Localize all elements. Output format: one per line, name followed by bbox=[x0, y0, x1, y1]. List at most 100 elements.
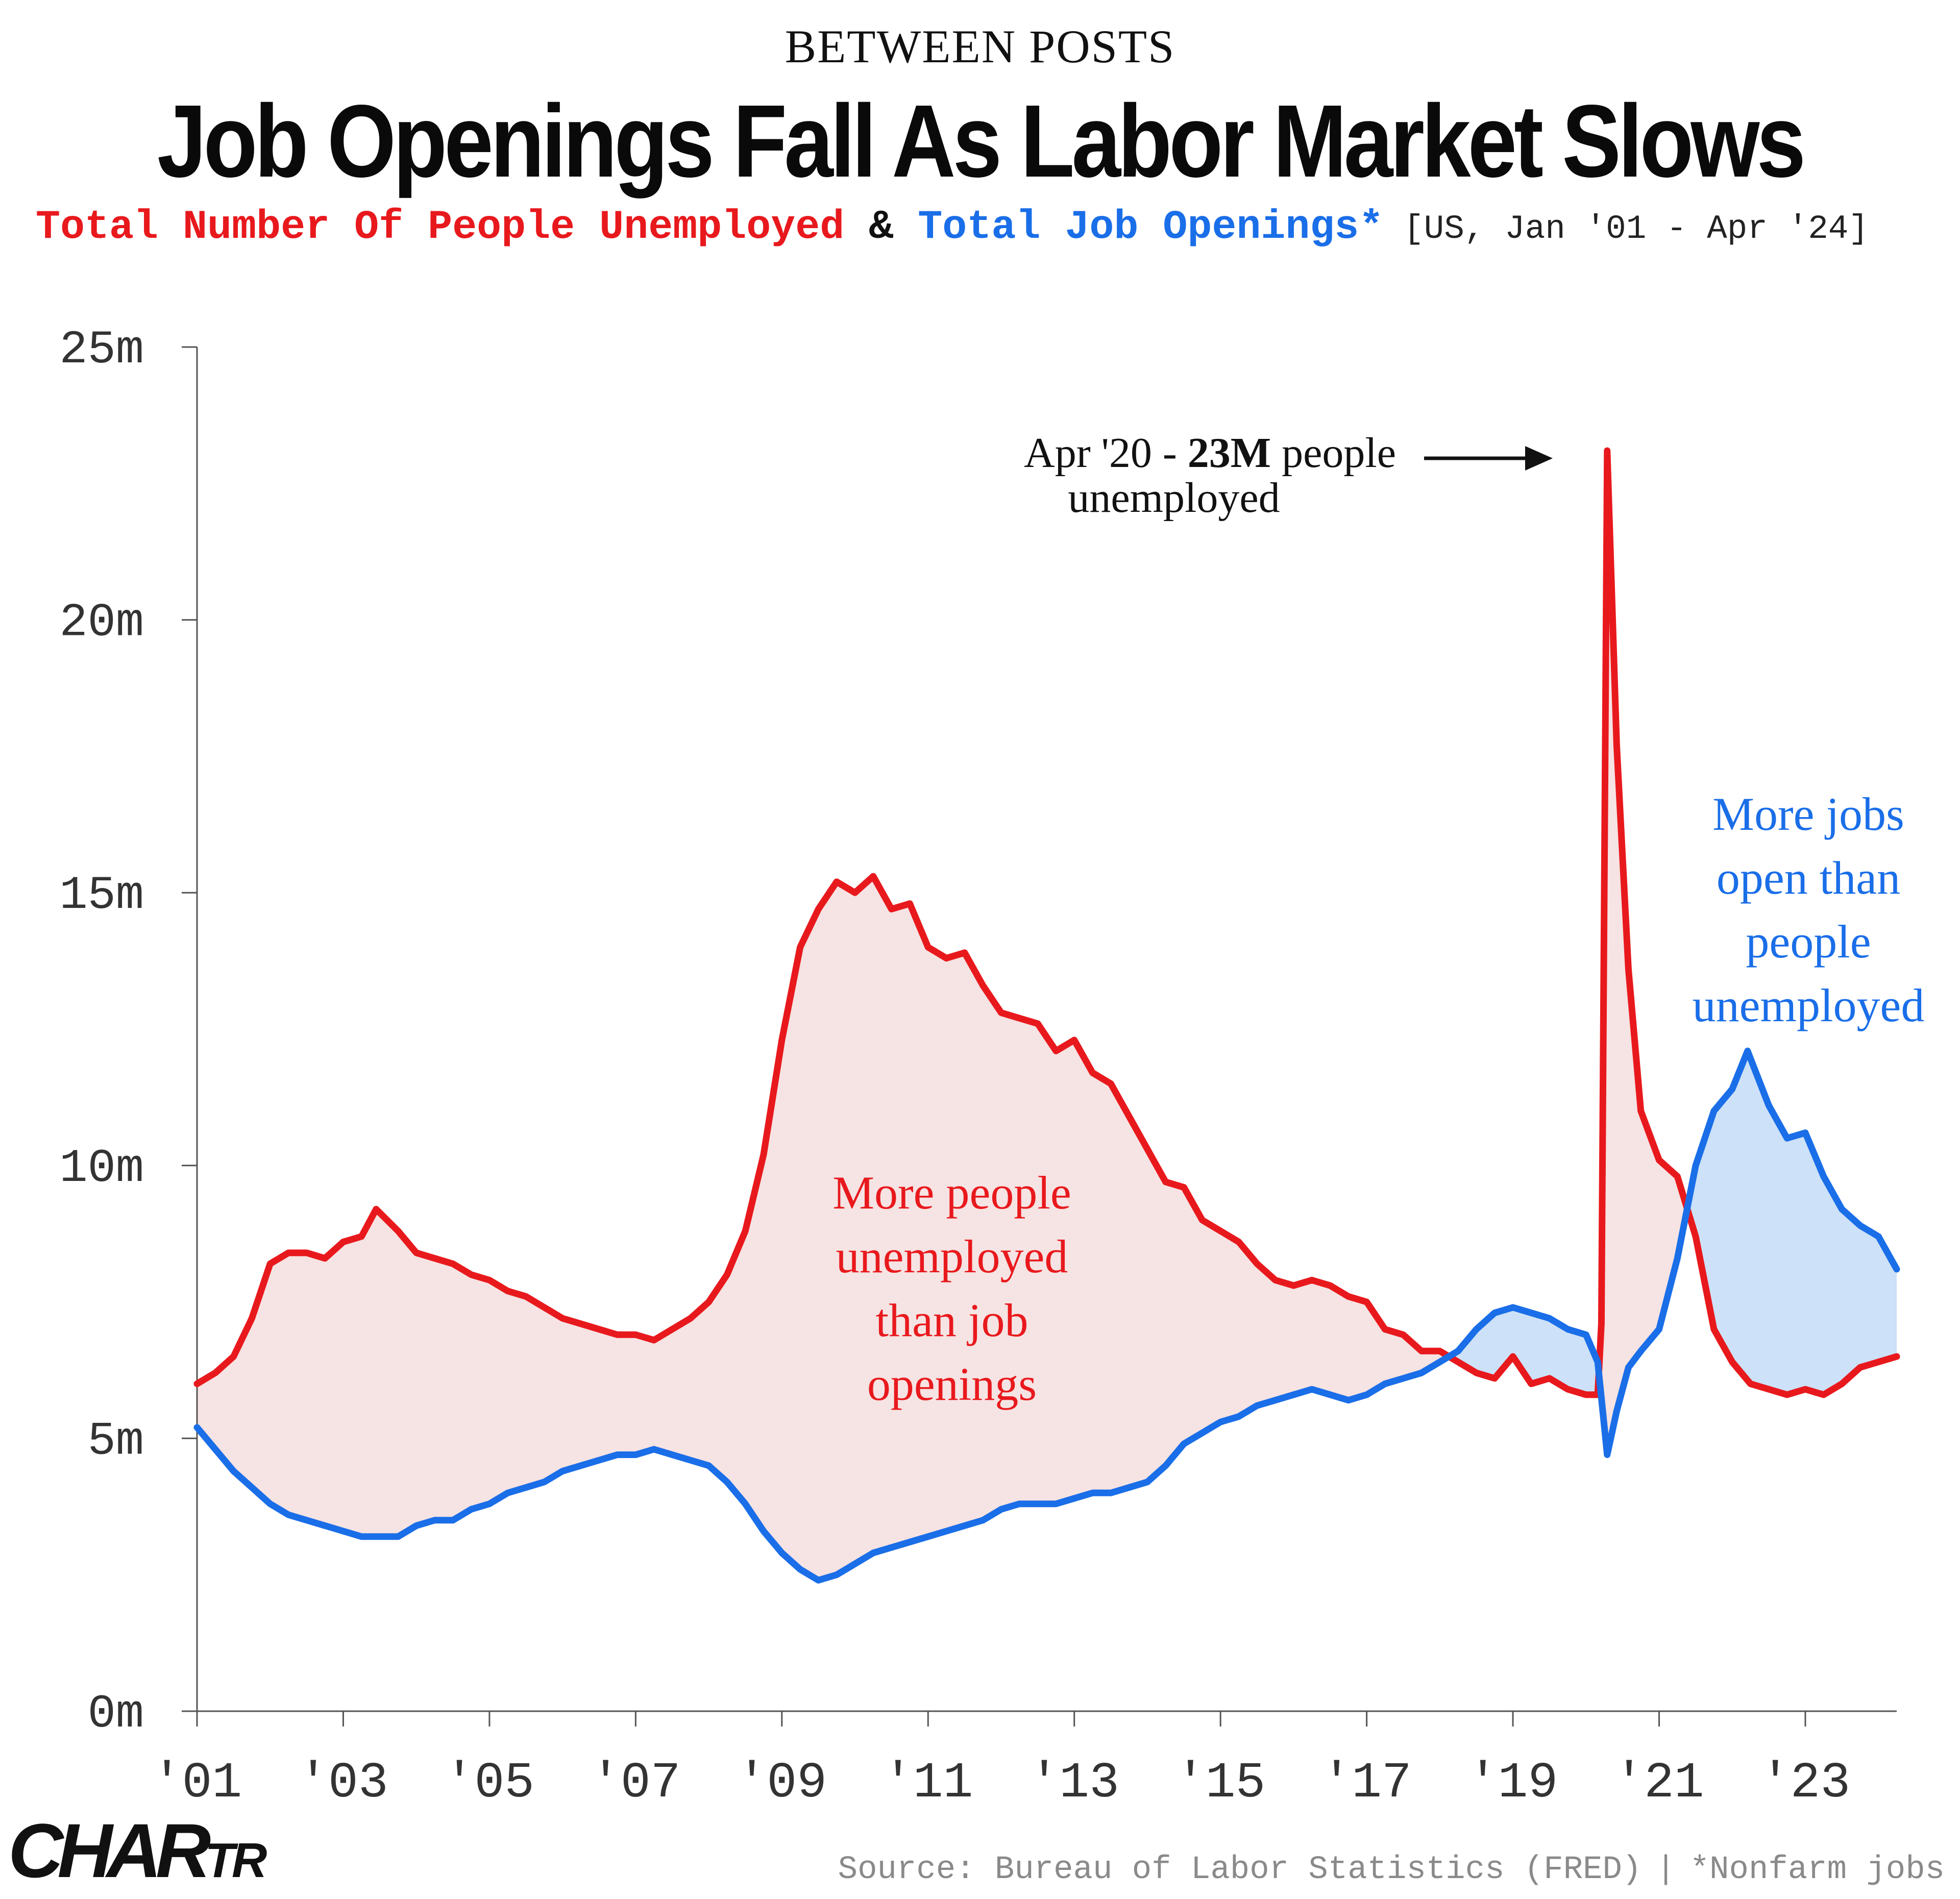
y-tick-label-0: 0m bbox=[88, 1687, 144, 1741]
x-tick-label-2009: '09 bbox=[737, 1755, 827, 1812]
data-point-openings-34 bbox=[815, 1577, 822, 1584]
y-tick-label-20: 20m bbox=[59, 596, 144, 650]
data-point-openings-87 bbox=[1744, 1048, 1751, 1054]
x-tick-label-2003: '03 bbox=[298, 1755, 388, 1812]
data-point-openings-39 bbox=[906, 1539, 913, 1545]
data-point-unemployed-0 bbox=[194, 1380, 200, 1387]
data-point-unemployed-83 bbox=[1656, 1157, 1662, 1164]
data-point-unemployed-62 bbox=[1327, 1283, 1333, 1289]
data-point-unemployed-78 bbox=[1598, 1320, 1605, 1327]
data-point-openings-65 bbox=[1382, 1380, 1388, 1387]
data-point-unemployed-81 bbox=[1625, 966, 1632, 972]
data-point-unemployed-1 bbox=[212, 1370, 218, 1376]
data-point-unemployed-91 bbox=[1802, 1386, 1808, 1393]
data-point-unemployed-43 bbox=[979, 982, 986, 989]
data-point-openings-91 bbox=[1820, 1173, 1827, 1180]
data-point-openings-50 bbox=[1108, 1490, 1114, 1496]
data-point-unemployed-59 bbox=[1272, 1277, 1279, 1284]
data-point-unemployed-5 bbox=[285, 1249, 291, 1256]
data-point-unemployed-49 bbox=[1089, 1070, 1096, 1076]
region-label-unemployed-line4: openings bbox=[867, 1358, 1037, 1410]
data-point-unemployed-33 bbox=[797, 944, 803, 951]
data-point-openings-29 bbox=[724, 1478, 730, 1485]
data-point-unemployed-75 bbox=[1564, 1386, 1571, 1393]
fill-openings-higher-1 bbox=[1449, 1307, 1600, 1395]
data-point-openings-4 bbox=[267, 1500, 274, 1507]
data-point-unemployed-65 bbox=[1382, 1326, 1388, 1333]
source-note: Source: Bureau of Labor Statistics (FRED… bbox=[838, 1852, 1945, 1888]
data-point-unemployed-41 bbox=[943, 955, 950, 961]
data-point-openings-19 bbox=[541, 1478, 548, 1485]
data-point-unemployed-73 bbox=[1528, 1380, 1534, 1387]
data-point-unemployed-92 bbox=[1820, 1391, 1827, 1398]
data-point-openings-26 bbox=[669, 1451, 675, 1458]
data-point-unemployed-74 bbox=[1546, 1375, 1553, 1382]
data-point-openings-46 bbox=[1035, 1500, 1041, 1507]
x-tick-label-2001: '01 bbox=[152, 1755, 242, 1812]
data-point-unemployed-95 bbox=[1875, 1359, 1882, 1365]
data-point-openings-27 bbox=[687, 1457, 694, 1464]
chart-subtitle: Total Number Of People Unemployed & Tota… bbox=[36, 204, 1924, 251]
x-tick-label-2011: '11 bbox=[883, 1755, 973, 1812]
subtitle-openings: Total Job Openings* bbox=[918, 204, 1384, 251]
data-point-openings-3 bbox=[249, 1484, 255, 1491]
data-point-openings-84 bbox=[1693, 1162, 1699, 1169]
data-point-openings-38 bbox=[888, 1544, 895, 1551]
source-separator: | bbox=[1656, 1852, 1676, 1888]
data-point-unemployed-36 bbox=[852, 890, 858, 896]
data-point-openings-25 bbox=[651, 1446, 657, 1452]
peak-annotation-peak-line1-c: people bbox=[1271, 429, 1396, 477]
data-point-unemployed-53 bbox=[1162, 1178, 1169, 1185]
data-point-openings-13 bbox=[431, 1517, 438, 1523]
data-point-openings-1 bbox=[212, 1446, 218, 1452]
data-point-unemployed-45 bbox=[1016, 1015, 1023, 1022]
data-point-openings-0 bbox=[194, 1424, 200, 1431]
data-point-unemployed-23 bbox=[614, 1331, 621, 1338]
data-point-openings-14 bbox=[450, 1517, 456, 1523]
data-point-unemployed-90 bbox=[1784, 1391, 1791, 1398]
region-label-unemployed-line3: than job bbox=[876, 1294, 1028, 1346]
data-point-openings-45 bbox=[1016, 1500, 1023, 1507]
data-point-openings-33 bbox=[797, 1566, 803, 1572]
data-point-openings-55 bbox=[1199, 1429, 1206, 1436]
region-label-openings-line4: unemployed bbox=[1693, 979, 1925, 1031]
data-point-openings-82 bbox=[1656, 1326, 1662, 1333]
data-point-openings-6 bbox=[303, 1517, 310, 1523]
data-point-openings-15 bbox=[468, 1506, 475, 1513]
data-point-openings-41 bbox=[943, 1528, 950, 1535]
data-point-unemployed-51 bbox=[1126, 1113, 1133, 1120]
region-label-openings-line2: open than bbox=[1717, 852, 1900, 904]
data-point-unemployed-87 bbox=[1729, 1359, 1735, 1365]
data-point-unemployed-32 bbox=[778, 1037, 785, 1043]
data-point-openings-47 bbox=[1052, 1500, 1059, 1507]
data-point-unemployed-4 bbox=[267, 1261, 274, 1267]
data-point-openings-90 bbox=[1802, 1129, 1808, 1136]
data-point-unemployed-68 bbox=[1436, 1348, 1443, 1354]
subtitle-range: [US, Jan '01 - Apr '24] bbox=[1383, 210, 1869, 248]
data-point-openings-67 bbox=[1418, 1370, 1425, 1376]
data-point-unemployed-29 bbox=[724, 1271, 730, 1278]
data-point-openings-58 bbox=[1254, 1402, 1260, 1409]
x-tick-label-2013: '13 bbox=[1029, 1755, 1119, 1812]
x-tick-label-2019: '19 bbox=[1468, 1755, 1558, 1812]
data-point-unemployed-71 bbox=[1491, 1375, 1498, 1382]
data-point-openings-80 bbox=[1625, 1364, 1632, 1371]
region-label-unemployed-line2: unemployed bbox=[836, 1230, 1068, 1283]
logo-small: TR bbox=[205, 1833, 267, 1888]
data-point-unemployed-28 bbox=[705, 1299, 712, 1305]
peak-annotation-line1: Apr '20 - 23M people bbox=[1024, 429, 1396, 477]
data-point-openings-12 bbox=[413, 1522, 420, 1529]
data-point-openings-74 bbox=[1546, 1315, 1553, 1322]
data-point-unemployed-70 bbox=[1473, 1370, 1480, 1376]
data-point-unemployed-24 bbox=[632, 1331, 639, 1338]
data-point-unemployed-69 bbox=[1455, 1359, 1461, 1365]
data-point-unemployed-14 bbox=[450, 1261, 456, 1267]
data-point-unemployed-66 bbox=[1400, 1331, 1407, 1338]
data-point-unemployed-54 bbox=[1181, 1184, 1187, 1191]
data-point-unemployed-12 bbox=[413, 1249, 420, 1256]
x-tick-label-2005: '05 bbox=[445, 1755, 534, 1812]
data-point-unemployed-93 bbox=[1839, 1380, 1845, 1387]
data-point-openings-9 bbox=[358, 1533, 365, 1540]
data-point-unemployed-25 bbox=[651, 1337, 657, 1343]
